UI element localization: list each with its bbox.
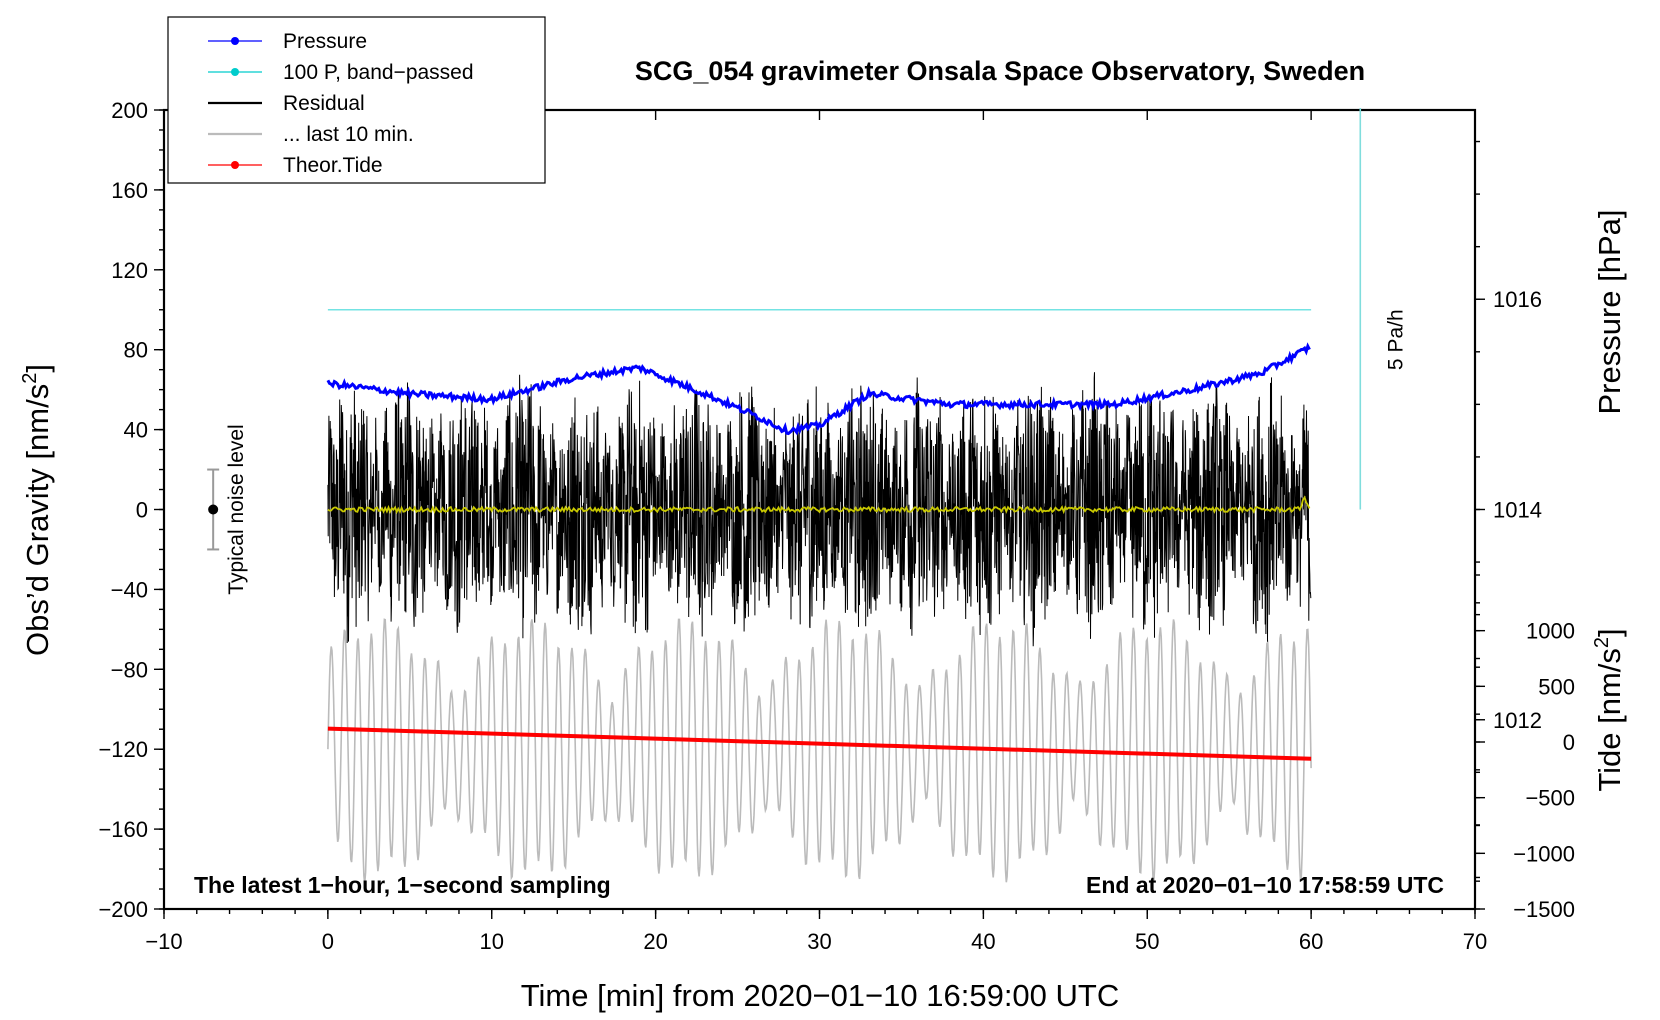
x-tick-label: 10: [480, 929, 504, 954]
series-theor-tide: [327, 726, 1312, 761]
y-tick-label: 160: [111, 178, 148, 203]
legend-box: [167, 16, 546, 184]
legend-label: 100 P, band−passed: [283, 61, 474, 84]
y-tick-label: −40: [111, 577, 148, 602]
noise-label: Typical noise level: [225, 424, 248, 594]
footer-right: End at 2020−01−10 17:58:59 UTC: [1086, 872, 1444, 898]
x-tick-label: 20: [643, 929, 667, 954]
axis-tick-labels: −10 0 10 20 30 40 50 60 70 −200 −160 −120 −80 −40 0 40 8…: [98, 98, 1575, 954]
rate-scale-label: 5 Pa/h: [1384, 309, 1407, 370]
tide-tick-label: −1000: [1513, 841, 1575, 866]
x-tick-label: 70: [1463, 929, 1487, 954]
legend-label: Residual: [283, 92, 365, 115]
tide-tick-label: 500: [1538, 674, 1575, 699]
legend-marker: [231, 161, 239, 169]
pressure-tick-label: 1012: [1493, 708, 1542, 733]
y-tick-label: −200: [98, 897, 148, 922]
y-tick-label: −160: [98, 817, 148, 842]
legend-marker: [231, 37, 239, 45]
noise-dot: [208, 504, 219, 515]
tide-tick-label: 1000: [1526, 619, 1575, 644]
tide-tick-label: 0: [1563, 730, 1575, 755]
y-axis-label-left: Obs’d Gravity [nm/s2]: [19, 364, 55, 656]
y-tick-label: 0: [136, 498, 148, 523]
x-tick-label: 50: [1135, 929, 1159, 954]
y-tick-label: 200: [111, 98, 148, 123]
plot-data-layer: [326, 308, 1312, 884]
footer-left: The latest 1−hour, 1−second sampling: [194, 872, 611, 898]
y-tick-label: −80: [111, 657, 148, 682]
y-tick-label: 40: [124, 418, 148, 443]
y-axis-label-tide: Tide [nm/s2]: [1591, 628, 1627, 791]
legend-marker: [231, 68, 239, 76]
series-residual: [327, 372, 1312, 647]
chart-title: SCG_054 gravimeter Onsala Space Observat…: [635, 56, 1365, 86]
pressure-tick-label: 1014: [1493, 498, 1542, 523]
y-tick-label: −120: [98, 737, 148, 762]
series-residual-smoothed: [327, 495, 1311, 515]
x-tick-label: 60: [1299, 929, 1323, 954]
y-axis-label-pressure: Pressure [hPa]: [1592, 209, 1627, 414]
series-last-10-min: [327, 618, 1312, 884]
noise-marker: Typical noise level: [207, 424, 248, 595]
legend: Pressure 100 P, band−passed Residual ... la…: [167, 16, 546, 184]
legend-label: Theor.Tide: [283, 154, 383, 177]
tide-tick-label: −1500: [1513, 897, 1575, 922]
x-axis-label: Time [min] from 2020−01−10 16:59:00 UTC: [521, 978, 1120, 1013]
pressure-tick-label: 1016: [1493, 287, 1542, 312]
legend-label: Pressure: [283, 30, 367, 53]
x-tick-label: 40: [971, 929, 995, 954]
rate-scale: 5 Pa/h: [1359, 108, 1407, 510]
tide-tick-label: −500: [1525, 786, 1575, 811]
x-tick-label: −10: [145, 929, 182, 954]
series-pressure: [326, 342, 1311, 436]
y-tick-label: 80: [124, 338, 148, 363]
y-tick-label: 120: [111, 258, 148, 283]
legend-label: ... last 10 min.: [283, 123, 414, 146]
x-tick-label: 0: [322, 929, 334, 954]
x-tick-label: 30: [807, 929, 831, 954]
